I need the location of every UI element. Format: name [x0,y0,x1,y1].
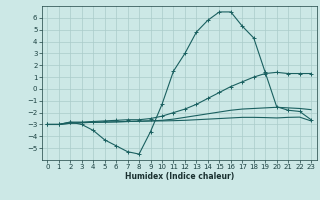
X-axis label: Humidex (Indice chaleur): Humidex (Indice chaleur) [124,172,234,181]
